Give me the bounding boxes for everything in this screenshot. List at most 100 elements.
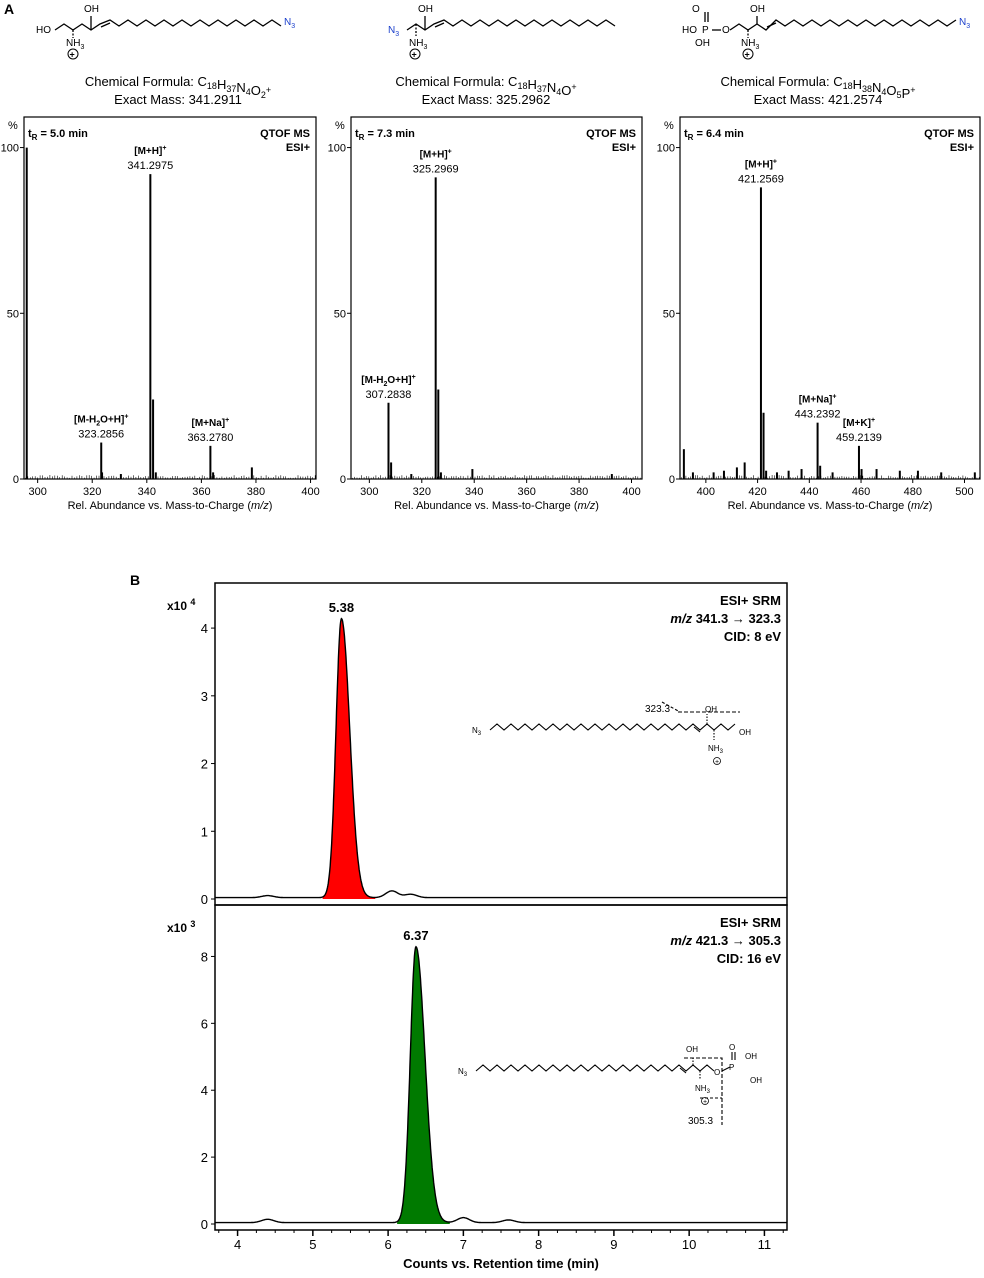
srm2-charge: + bbox=[703, 1099, 707, 1106]
panel-b: B x10 4 0 1 2 3 4 ESI+ SRM m/z 341.3 → 323.3 CID… bbox=[130, 572, 788, 1271]
y-tick-label: 100 bbox=[328, 143, 346, 155]
x-tick-label: 11 bbox=[758, 1237, 772, 1252]
struct3-ho: HO bbox=[682, 25, 697, 36]
x-tick-label: 420 bbox=[748, 486, 766, 498]
peak-mz-label: 325.2969 bbox=[413, 163, 459, 175]
chromatogram-frame bbox=[214, 582, 788, 906]
x-tick-label: 400 bbox=[301, 486, 319, 498]
panel-a-letter: A bbox=[4, 1, 14, 17]
peak-mz-label: 459.2139 bbox=[836, 432, 882, 444]
method-transition: m/z 421.3 → 305.3 bbox=[670, 933, 781, 948]
x-tick-label: 8 bbox=[535, 1237, 542, 1252]
method-mode: ESI+ SRM bbox=[720, 593, 781, 608]
x-tick-label: 340 bbox=[138, 486, 156, 498]
x-tick-label: 380 bbox=[247, 486, 265, 498]
spectrum-1: % 0 50 100 300 320 340 360 380 400 Rel. Abundance … bbox=[1, 116, 320, 512]
srm2-charge-circle bbox=[701, 1097, 709, 1105]
peak-annotation: [M+H]+ bbox=[134, 145, 166, 157]
srm1-charge: + bbox=[715, 759, 719, 766]
y-tick-label: 0 bbox=[201, 892, 208, 907]
x-tick-label: 480 bbox=[904, 486, 922, 498]
method-cid: CID: 16 eV bbox=[717, 951, 782, 966]
x-tick-label: 6 bbox=[384, 1237, 391, 1252]
x-axis-label: Rel. Abundance vs. Mass-to-Charge (m/z) bbox=[394, 500, 599, 512]
y-tick-label: 2 bbox=[201, 1150, 208, 1165]
struct3-p: P bbox=[702, 25, 709, 36]
x-tick-label: 9 bbox=[610, 1237, 617, 1252]
structure-2 bbox=[406, 16, 616, 36]
y-tick-label: 50 bbox=[663, 308, 675, 320]
retention-time: tR = 6.4 min bbox=[684, 128, 744, 142]
chromatogram-frame bbox=[214, 904, 788, 1231]
y-tick-label: 1 bbox=[201, 824, 208, 839]
x-tick-label: 300 bbox=[28, 486, 46, 498]
y-tick-label: 0 bbox=[13, 474, 19, 486]
srm2-nh3: NH3 bbox=[695, 1084, 711, 1095]
y-unit: % bbox=[8, 120, 18, 132]
spectrum-frame bbox=[350, 116, 643, 480]
spectra: % 0 50 100 300 320 340 360 380 400 Rel. Abundance … bbox=[1, 116, 981, 512]
peak-mz-label: 323.2856 bbox=[78, 429, 124, 441]
struct1-oh: OH bbox=[84, 4, 99, 15]
y-tick-label: 50 bbox=[7, 308, 19, 320]
peak-mz-label: 443.2392 bbox=[795, 409, 841, 421]
x-tick-label: 440 bbox=[800, 486, 818, 498]
method-transition: m/z 341.3 → 323.3 bbox=[670, 611, 781, 626]
instrument-label: ESI+ bbox=[286, 142, 310, 154]
struct3-oh-lower: OH bbox=[695, 38, 710, 49]
x-tick-label: 500 bbox=[955, 486, 973, 498]
x-tick-label: 380 bbox=[570, 486, 588, 498]
instrument-label: QTOF MS bbox=[924, 128, 974, 140]
spectrum-2: % 0 50 100 300 320 340 360 380 400 Rel. Abundance … bbox=[328, 116, 643, 512]
struct2-charge-circle bbox=[409, 48, 421, 60]
exact-mass-3: Exact Mass: 421.2574 bbox=[754, 92, 883, 107]
method-mode: ESI+ SRM bbox=[720, 915, 781, 930]
trace-line bbox=[215, 617, 787, 899]
peak-annotation: [M-H2O+H]+ bbox=[74, 414, 128, 428]
structure-3 bbox=[704, 12, 957, 38]
x-tick-label: 320 bbox=[413, 486, 431, 498]
struct3-azide: N3 bbox=[959, 17, 970, 30]
peak-mz-label: 421.2569 bbox=[738, 173, 784, 185]
panel-a: A HO OH NH3 + N3 N3 OH NH3 + bbox=[1, 1, 981, 512]
peak-annotation: [M-H2O+H]+ bbox=[361, 374, 415, 388]
struct2-nh3: NH3 bbox=[409, 38, 427, 51]
struct1-azide: N3 bbox=[284, 17, 295, 30]
x-tick-label: 5 bbox=[309, 1237, 316, 1252]
y-tick-label: 4 bbox=[201, 621, 208, 636]
y-unit: % bbox=[664, 120, 674, 132]
struct3-charge: + bbox=[745, 50, 750, 60]
scale-label: x10 4 bbox=[167, 597, 195, 613]
panel-b-letter: B bbox=[130, 572, 140, 588]
peak-annotation: [M+H]+ bbox=[745, 158, 777, 170]
x-tick-label: 4 bbox=[234, 1237, 241, 1252]
y-tick-label: 0 bbox=[201, 1217, 208, 1232]
formula-1: Chemical Formula: C18H37N4O2+ bbox=[85, 74, 271, 100]
x-tick-label: 320 bbox=[83, 486, 101, 498]
chromatogram-2: x10 3 0 2 4 6 8 ESI+ SRM m/z 421.3 → 305.3 CID: … bbox=[167, 904, 788, 1271]
peak-rt-label: 5.38 bbox=[329, 600, 354, 615]
srm1-azide: N3 bbox=[472, 726, 482, 737]
y-tick-label: 0 bbox=[669, 474, 675, 486]
struct2-azide: N3 bbox=[388, 25, 399, 38]
chromatograms: x10 4 0 1 2 3 4 ESI+ SRM m/z 341.3 → 323.3 CID: … bbox=[167, 582, 788, 1271]
y-tick-label: 8 bbox=[201, 949, 208, 964]
srm2-fragment: 305.3 bbox=[688, 1116, 713, 1127]
x-axis-label: Rel. Abundance vs. Mass-to-Charge (m/z) bbox=[728, 500, 933, 512]
spectrum-3: % 0 50 100 400 420 440 460 480 500 Rel. Abundance … bbox=[657, 116, 981, 512]
peak-area bbox=[397, 946, 450, 1224]
struct3-charge-circle bbox=[742, 48, 754, 60]
peak-mz-label: 341.2975 bbox=[127, 160, 173, 172]
instrument-label: ESI+ bbox=[950, 142, 974, 154]
instrument-label: QTOF MS bbox=[586, 128, 636, 140]
srm2-oh3: OH bbox=[750, 1076, 762, 1085]
struct1-ho: HO bbox=[36, 25, 51, 36]
srm2-o: O bbox=[714, 1068, 720, 1077]
y-tick-label: 100 bbox=[657, 143, 675, 155]
x-tick-label: 360 bbox=[192, 486, 210, 498]
srm1-fragment: 323.3 bbox=[645, 704, 670, 715]
peak-mz-label: 363.2780 bbox=[187, 432, 233, 444]
srm2-azide: N3 bbox=[458, 1067, 468, 1078]
x-axis-label: Counts vs. Retention time (min) bbox=[403, 1256, 599, 1271]
struct2-charge: + bbox=[412, 50, 417, 60]
